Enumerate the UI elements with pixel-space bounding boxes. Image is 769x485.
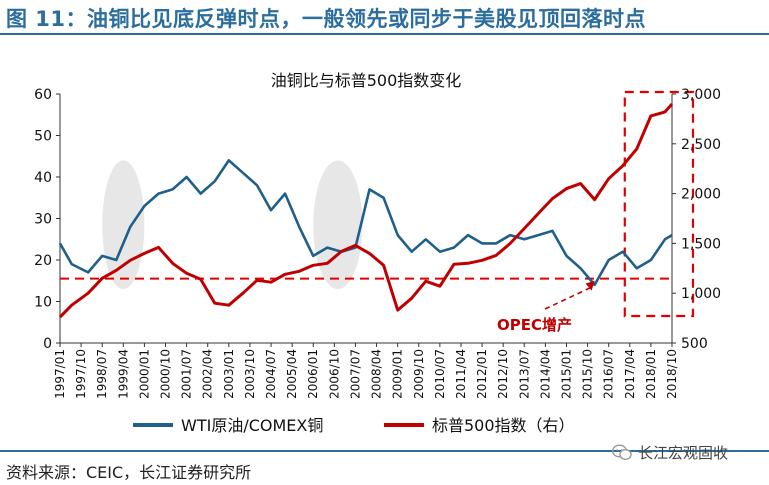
- right-tick-label: 2,000: [681, 187, 721, 203]
- x-tick-label: 2003/01: [222, 349, 236, 399]
- x-tick-label: 2003/10: [243, 349, 257, 399]
- figure-title: 图 11：油铜比见底反弹时点，一般领先或同步于美股见顶回落时点: [6, 7, 647, 31]
- annotation-arrow-head: [585, 280, 595, 291]
- left-tick-label: 40: [34, 170, 52, 186]
- left-tick-label: 60: [34, 87, 52, 103]
- x-tick-label: 2007/07: [348, 349, 362, 399]
- chart: 油铜比与标普500指数变化 0 10 20 30 40 50 60 500 1,000 1,500 2…: [34, 71, 721, 435]
- sp500-line: [58, 103, 674, 319]
- x-tick-label: 2016/07: [602, 349, 616, 399]
- x-tick-label: 2009/10: [412, 349, 426, 399]
- right-tick-label: 2,500: [681, 137, 721, 153]
- x-tick-label: 2009/01: [391, 349, 405, 399]
- annotation-arrow-shaft: [544, 285, 593, 310]
- highlight-ellipse-1: [102, 160, 145, 290]
- x-tick-label: 2017/04: [623, 349, 637, 399]
- left-tick-label: 30: [34, 212, 52, 228]
- x-tick-label: 2006/10: [327, 349, 341, 399]
- chart-title: 油铜比与标普500指数变化: [271, 71, 462, 90]
- highlight-dashed-box: [623, 90, 695, 318]
- source-note: 资料来源：CEIC，长江证券研究所: [6, 463, 252, 482]
- x-tick-label: 2010/07: [433, 349, 447, 399]
- x-tick-label: 1997/10: [74, 349, 88, 399]
- watermark-text: 长江宏观固收: [638, 444, 729, 462]
- x-tick-label: 2018/01: [644, 349, 658, 399]
- legend-label-sp500: 标普500指数（右）: [432, 416, 575, 435]
- right-tick-label: 1,000: [681, 286, 721, 302]
- x-tick-label: 2014/04: [538, 349, 552, 399]
- legend-label-oil-copper: WTI原油/COMEX铜: [181, 416, 323, 435]
- x-tick-label: 2011/04: [454, 349, 468, 399]
- x-tick-label: 2008/04: [370, 349, 384, 399]
- x-tick-label: 1999/04: [116, 349, 130, 399]
- x-tick-label: 2013/07: [517, 349, 531, 399]
- x-tick-label: 2015/01: [559, 349, 573, 399]
- x-tick-label: 1998/07: [95, 349, 109, 399]
- watermark: 长江宏观固收: [612, 442, 728, 463]
- footer-divider: [0, 450, 769, 452]
- oil-copper-ratio-line: [58, 159, 673, 287]
- x-tick-label: 2000/10: [159, 349, 173, 399]
- x-tick-label: 2002/04: [201, 349, 215, 399]
- x-tick-label: 2012/01: [475, 349, 489, 399]
- x-tick-label: 2004/07: [264, 349, 278, 399]
- x-tick-label: 1997/01: [53, 349, 67, 399]
- x-tick-label: 2001/07: [180, 349, 194, 399]
- x-tick-label: 2000/01: [137, 349, 151, 399]
- left-tick-label: 0: [43, 336, 52, 352]
- left-tick-label: 10: [34, 295, 52, 311]
- x-tick-label: 2005/04: [285, 349, 299, 399]
- right-tick-label: 1,500: [681, 236, 721, 252]
- annotation-label: OPEC增产: [497, 316, 572, 334]
- x-tick-label: 2015/10: [581, 349, 595, 399]
- right-tick-label: 500: [681, 336, 708, 352]
- wechat-icon: [612, 444, 632, 461]
- title-divider: [0, 33, 769, 35]
- right-tick-label: 3,000: [681, 87, 721, 103]
- left-tick-label: 50: [34, 129, 52, 145]
- left-tick-label: 20: [34, 253, 52, 269]
- highlight-ellipse-2: [313, 160, 363, 290]
- x-tick-label: 2012/10: [496, 349, 510, 399]
- x-tick-label: 2006/01: [306, 349, 320, 399]
- x-tick-label: 2018/10: [665, 349, 679, 399]
